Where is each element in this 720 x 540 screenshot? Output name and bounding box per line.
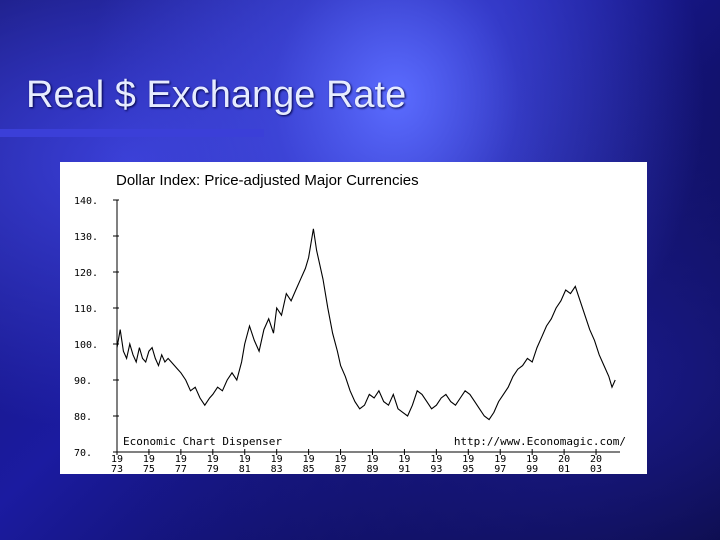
x-tick-label-bottom: 97	[494, 464, 506, 474]
y-tick-label: 140.	[74, 196, 98, 207]
x-tick-label-top: 19	[271, 454, 283, 465]
annotation-right: http://www.Economagic.com/	[454, 435, 626, 448]
x-tick-label-bottom: 93	[430, 464, 442, 474]
y-tick-label: 90.	[74, 376, 92, 387]
x-tick-label-top: 19	[239, 454, 251, 465]
y-tick-label: 130.	[74, 232, 98, 243]
x-tick-label-bottom: 89	[366, 464, 378, 474]
x-tick-label-top: 19	[494, 454, 506, 465]
y-tick-label: 110.	[74, 304, 98, 315]
x-tick-label-top: 19	[175, 454, 187, 465]
x-tick-label-top: 19	[526, 454, 538, 465]
x-tick-label-bottom: 81	[239, 464, 251, 474]
x-tick-label-bottom: 77	[175, 464, 187, 474]
x-tick-label-top: 20	[558, 454, 570, 465]
x-tick-label-top: 20	[590, 454, 602, 465]
x-tick-label-bottom: 85	[303, 464, 315, 474]
x-tick-label-top: 19	[335, 454, 347, 465]
x-tick-label-bottom: 79	[207, 464, 219, 474]
dollar-index-chart: Dollar Index: Price-adjusted Major Curre…	[74, 172, 626, 474]
x-tick-label-top: 19	[462, 454, 474, 465]
y-axis: 140. 130. 120. 110. 100. 90. 80. 70.	[74, 196, 119, 459]
y-tick-label: 70.	[74, 448, 92, 459]
y-tick-label: 80.	[74, 412, 92, 423]
y-tick-label: 120.	[74, 268, 98, 279]
x-tick-label-top: 19	[143, 454, 155, 465]
x-tick-label-bottom: 95	[462, 464, 474, 474]
chart-title: Dollar Index: Price-adjusted Major Curre…	[116, 172, 419, 189]
x-tick-label-top: 19	[430, 454, 442, 465]
x-tick-label-top: 19	[111, 454, 123, 465]
title-underline	[0, 129, 264, 137]
x-tick-label-bottom: 75	[143, 464, 155, 474]
x-tick-label-bottom: 83	[271, 464, 283, 474]
x-tick-label-bottom: 01	[558, 464, 570, 474]
slide-title: Real $ Exchange Rate	[26, 74, 407, 116]
x-tick-label-top: 19	[207, 454, 219, 465]
annotation-left: Economic Chart Dispenser	[123, 435, 282, 448]
x-tick-label-bottom: 99	[526, 464, 538, 474]
x-axis: 1973197519771979198119831985198719891991…	[111, 449, 620, 474]
x-tick-label-top: 19	[366, 454, 378, 465]
series-line	[116, 228, 616, 421]
x-tick-label-top: 19	[303, 454, 315, 465]
y-tick-label: 100.	[74, 340, 98, 351]
x-tick-label-bottom: 73	[111, 464, 123, 474]
x-tick-label-bottom: 87	[335, 464, 347, 474]
chart-panel: Dollar Index: Price-adjusted Major Curre…	[60, 162, 647, 474]
x-tick-label-bottom: 91	[398, 464, 410, 474]
x-tick-label-top: 19	[398, 454, 410, 465]
x-tick-label-bottom: 03	[590, 464, 602, 474]
